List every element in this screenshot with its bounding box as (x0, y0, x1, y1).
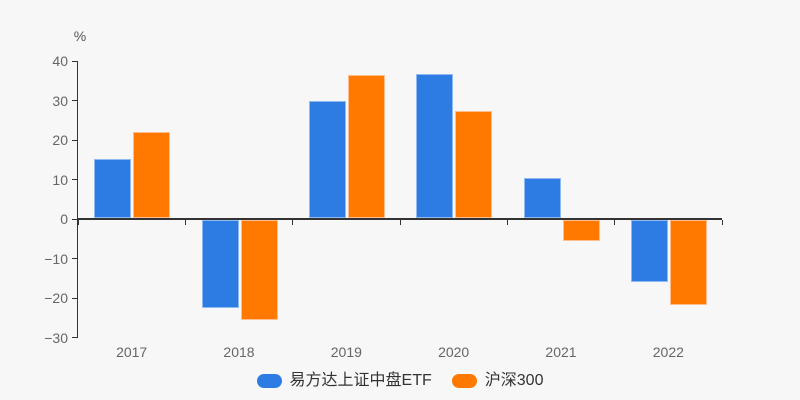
y-axis-tick-label: −10 (44, 250, 68, 267)
x-axis-tick (506, 220, 508, 225)
y-axis-tick (72, 139, 78, 141)
y-axis-tick-label: −30 (44, 329, 68, 346)
bar-etf-2019[interactable] (308, 100, 346, 218)
legend-item-etf[interactable]: 易方达上证中盘ETF (256, 371, 432, 391)
bar-hs300-2020[interactable] (455, 110, 493, 218)
x-axis-category-label: 2022 (652, 344, 684, 360)
bar-hs300-2019[interactable] (347, 75, 385, 219)
y-axis-unit-label: % (73, 28, 87, 44)
legend-swatch-hs300 (451, 374, 477, 388)
x-axis-category-label: 2017 (116, 344, 148, 360)
bar-etf-2018[interactable] (201, 220, 239, 308)
y-axis-tick-label: −20 (44, 290, 68, 306)
x-axis-tick (614, 220, 616, 225)
y-axis-tick-label: 40 (52, 53, 68, 69)
bar-etf-2021[interactable] (523, 177, 561, 218)
bar-etf-2017[interactable] (94, 158, 132, 218)
y-axis-tick-label: 20 (52, 132, 68, 148)
x-axis-tick (721, 220, 723, 225)
x-axis-tick (77, 220, 79, 225)
x-axis-tick (184, 220, 186, 225)
bar-etf-2020[interactable] (416, 74, 454, 219)
y-axis-tick-label: 30 (52, 92, 68, 109)
legend: 易方达上证中盘ETF 沪深300 (0, 369, 800, 393)
x-axis-tick (292, 220, 294, 225)
y-axis-tick-label: 0 (60, 211, 68, 227)
x-axis-tick (399, 220, 401, 225)
x-axis-category-label: 2018 (223, 344, 255, 360)
y-axis-tick (72, 100, 78, 101)
legend-swatch-etf (256, 374, 282, 388)
x-axis-zero-line (78, 218, 722, 220)
x-axis-category-label: 2020 (438, 344, 470, 360)
y-axis-tick-label: 10 (52, 171, 68, 188)
x-axis-category-label: 2021 (545, 344, 577, 360)
y-axis-line (77, 61, 78, 338)
y-axis-tick (72, 297, 78, 299)
y-axis-tick (72, 218, 78, 220)
bar-hs300-2017[interactable] (133, 131, 171, 218)
y-axis-tick (72, 179, 78, 180)
legend-item-hs300[interactable]: 沪深300 (451, 371, 544, 391)
y-axis-tick (72, 337, 78, 338)
y-axis-tick (72, 60, 78, 62)
legend-label-etf: 易方达上证中盘ETF (289, 372, 432, 389)
legend-label-hs300: 沪深300 (484, 372, 544, 389)
y-axis-tick (72, 258, 78, 259)
x-axis-category-label: 2019 (330, 344, 362, 360)
bar-etf-2022[interactable] (630, 220, 668, 282)
bar-hs300-2022[interactable] (669, 220, 707, 305)
bar-hs300-2018[interactable] (240, 220, 278, 320)
bar-hs300-2021[interactable] (562, 220, 600, 241)
